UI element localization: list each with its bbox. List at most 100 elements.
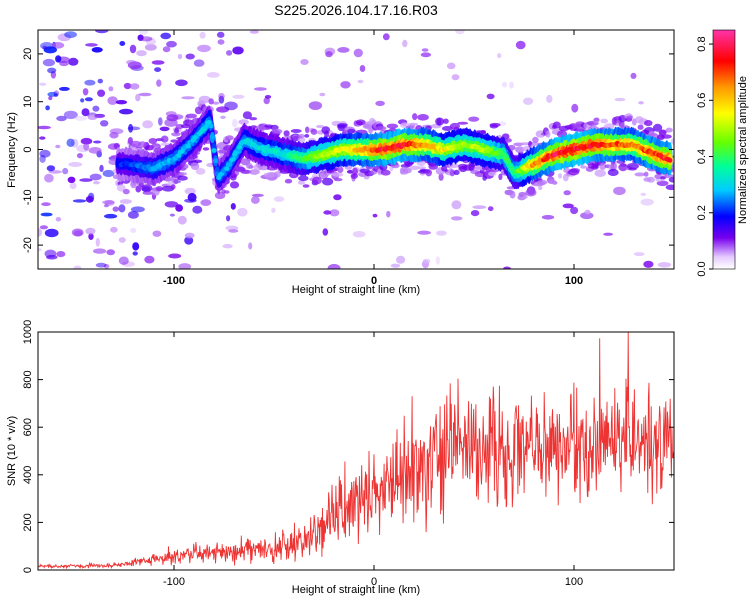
- heatmap-speckle: [197, 44, 211, 53]
- heatmap-speckle: [81, 108, 90, 117]
- heatmap-speckle: [85, 195, 94, 203]
- heatmap-speckle: [640, 192, 647, 196]
- heatmap-halo: [177, 175, 188, 181]
- heatmap-halo: [171, 132, 181, 137]
- heatmap-speckle: [273, 196, 285, 203]
- heatmap-speckle: [154, 67, 162, 72]
- heatmap-halo: [449, 169, 455, 177]
- heatmap-ridge-cell: [230, 156, 236, 162]
- heatmap-speckle: [85, 43, 98, 47]
- heatmap-speckle: [420, 52, 432, 58]
- heatmap-halo: [600, 118, 608, 124]
- heatmap-speckle: [352, 231, 366, 238]
- heatmap-speckle: [166, 40, 177, 48]
- heatmap-halo: [249, 117, 258, 121]
- heatmap-speckle: [580, 212, 594, 220]
- heatmap-speckle: [472, 205, 487, 210]
- heatmap-speckle: [340, 81, 351, 89]
- heatmap-speckle: [584, 209, 591, 215]
- heatmap-speckle: [46, 165, 56, 172]
- heatmap-speckle: [486, 93, 495, 100]
- heatmap-speckle: [130, 227, 137, 233]
- heatmap-speckle: [44, 228, 59, 238]
- snr-y-ticks: 0 200 400 600 800 1000: [22, 320, 674, 573]
- heatmap-speckle: [422, 258, 431, 264]
- heatmap-halo: [183, 119, 195, 126]
- heatmap-halo: [208, 98, 214, 105]
- heatmap-ridge-cell: [505, 159, 511, 165]
- heatmap-halo: [468, 116, 480, 122]
- heatmap-speckle: [56, 251, 66, 258]
- heatmap-halo: [368, 128, 373, 134]
- heatmap-speckle: [200, 199, 212, 207]
- heatmap-halo: [179, 172, 187, 176]
- heatmap-ridge-cell: [208, 123, 214, 129]
- heatmap-speckle: [136, 50, 147, 57]
- heatmap-halo: [298, 175, 309, 182]
- heatmap-speckle: [640, 198, 654, 206]
- colorbar-tick-label: 0.2: [696, 205, 708, 220]
- heatmap-halo: [271, 128, 283, 134]
- heatmap-speckle: [497, 53, 502, 59]
- heatmap-speckle: [43, 46, 57, 54]
- heatmap-halo: [310, 128, 318, 135]
- colorbar-tick-label: 0.0: [696, 261, 708, 276]
- colorbar-tick-label: 0.8: [696, 36, 708, 51]
- heatmap-halo: [557, 173, 563, 179]
- heatmap-speckle: [93, 140, 102, 144]
- heatmap-speckle: [175, 79, 188, 87]
- heatmap-speckle: [175, 204, 184, 212]
- heatmap-speckle: [139, 36, 153, 42]
- heatmap-speckle: [93, 181, 100, 185]
- heatmap-halo: [552, 121, 561, 129]
- heatmap-halo: [223, 190, 230, 194]
- heatmap-speckle: [319, 92, 326, 97]
- heatmap-speckle: [38, 228, 43, 237]
- heatmap-speckle: [129, 44, 137, 54]
- heatmap-halo: [453, 169, 460, 175]
- y-tick-label: 1000: [22, 320, 34, 344]
- heatmap-speckle: [73, 265, 82, 269]
- heatmap-speckle: [144, 255, 155, 264]
- heatmap-halo: [503, 138, 512, 143]
- heatmap-speckle: [94, 114, 105, 119]
- heatmap-speckle: [91, 47, 103, 53]
- snr-panel: -100 0 100 0 200 400 600 800 1000 Height of str…: [6, 320, 675, 596]
- heatmap-halo: [522, 195, 528, 199]
- heatmap-speckle: [95, 30, 109, 34]
- heatmap-speckle: [450, 216, 463, 221]
- heatmap-halo: [457, 121, 469, 125]
- spectrogram-heatmap: [38, 30, 674, 269]
- heatmap-halo: [538, 185, 543, 191]
- heatmap-speckle: [177, 215, 187, 225]
- heatmap-speckle: [187, 192, 197, 202]
- heatmap-halo: [626, 115, 633, 120]
- heatmap-speckle: [80, 137, 93, 145]
- heatmap-speckle: [142, 120, 154, 129]
- heatmap-ridge-cell: [667, 158, 673, 163]
- heatmap-speckle: [100, 120, 109, 127]
- heatmap-speckle: [110, 226, 118, 233]
- heatmap-speckle: [509, 81, 514, 89]
- heatmap-speckle: [230, 203, 236, 210]
- heatmap-speckle: [225, 225, 239, 231]
- heatmap-halo: [665, 127, 673, 133]
- heatmap-speckle: [74, 115, 87, 121]
- heatmap-speckle: [308, 101, 323, 110]
- heatmap-speckle: [97, 89, 106, 97]
- heatmap-speckle: [158, 117, 163, 126]
- heatmap-speckle: [436, 230, 447, 236]
- heatmap-speckle: [123, 82, 132, 90]
- heatmap-speckle: [451, 74, 460, 81]
- heatmap-speckle: [129, 83, 140, 90]
- heatmap-speckle: [41, 202, 51, 207]
- y-tick-label: 20: [22, 48, 34, 60]
- heatmap-speckle: [67, 176, 76, 183]
- heatmap-halo: [428, 163, 439, 170]
- y-tick-label: -20: [22, 237, 34, 253]
- heatmap-speckle: [79, 178, 93, 182]
- heatmap-halo: [643, 171, 649, 177]
- heatmap-halo: [509, 190, 516, 199]
- heatmap-speckle: [487, 206, 494, 212]
- heatmap-halo: [246, 162, 253, 169]
